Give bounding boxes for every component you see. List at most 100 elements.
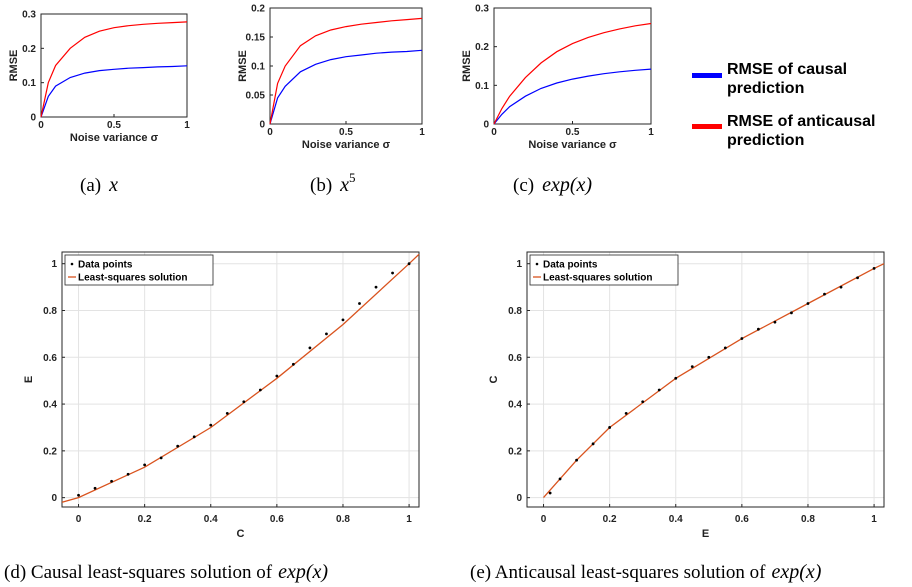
data-point — [723, 346, 727, 350]
x-tick-label: 1 — [871, 514, 877, 525]
x-tick-label: 0.2 — [603, 514, 617, 525]
data-point — [77, 493, 80, 497]
x-tick-label: 0.5 — [339, 127, 353, 138]
chart-c: 0 0.5 1 0 0.1 0.2 0.3 Noise variance σ RMSE — [461, 4, 654, 152]
legend-label-anticausal-1: RMSE of anticausal — [727, 113, 875, 130]
data-point — [690, 365, 694, 369]
chart-a: 0 0.5 1 0 0.1 0.2 0.3 Noise variance σ RMSE — [8, 10, 190, 145]
captions: (a) x (b) x5 (c) exp(x) (d) Causal least-sq… — [4, 170, 822, 583]
legend-label-data-points: Data points — [78, 260, 133, 271]
data-point — [740, 337, 744, 340]
legend-label-causal-2: prediction — [727, 80, 804, 97]
y-tick-label: 0.4 — [43, 400, 57, 411]
data-point — [641, 400, 645, 404]
legend-swatch-causal — [692, 73, 722, 78]
data-point — [358, 302, 361, 305]
least-squares-line — [61, 253, 420, 503]
caption-b: (b) x5 — [310, 170, 356, 196]
x-tick-label: 0.4 — [669, 514, 683, 525]
plot-frame — [40, 13, 188, 118]
data-point — [341, 318, 345, 322]
x-tick-label: 1 — [648, 127, 654, 138]
data-point — [143, 463, 147, 467]
data-point — [575, 458, 578, 462]
y-tick-label: 0.1 — [22, 78, 36, 89]
x-tick-label: 0.6 — [735, 514, 749, 525]
data-point — [325, 332, 328, 336]
y-tick-label: 0.3 — [475, 4, 489, 15]
caption-e: (e) Anticausal least-squares solution of… — [470, 561, 822, 583]
y-tick-label: 0.2 — [508, 446, 522, 457]
plot-frame — [269, 7, 423, 125]
data-point — [407, 262, 411, 266]
legend-label-data-points: Data points — [543, 260, 598, 271]
x-tick-label: 0.8 — [801, 514, 815, 525]
x-tick-label: 0 — [541, 514, 547, 525]
legend-label-least-squares: Least-squares solution — [78, 273, 187, 284]
y-axis-label: RMSE — [461, 50, 473, 82]
data-point — [856, 276, 859, 280]
chart-legend-box — [64, 254, 214, 286]
x-axis-label: Noise variance σ — [528, 139, 617, 151]
y-tick-label: 0 — [30, 113, 36, 124]
series-line-anticausal — [269, 17, 423, 125]
chart-legend-box — [529, 254, 679, 286]
data-point — [374, 285, 378, 289]
y-tick-label: 0.05 — [246, 91, 266, 102]
data-point — [624, 412, 628, 415]
plot-frame — [61, 251, 420, 508]
caption-d: (d) Causal least-squares solution of exp(… — [4, 561, 328, 583]
data-point — [192, 435, 196, 439]
x-tick-label: 0.5 — [566, 127, 580, 138]
x-tick-label: 1 — [406, 514, 412, 525]
y-tick-label: 0.2 — [475, 42, 489, 53]
data-point — [291, 362, 295, 366]
y-tick-label: 0.3 — [22, 10, 36, 21]
data-point — [209, 423, 213, 427]
x-axis-label: C — [237, 528, 245, 540]
data-point — [657, 388, 661, 392]
x-tick-label: 0 — [76, 514, 82, 525]
data-point — [159, 456, 163, 460]
y-tick-label: 0 — [51, 493, 57, 504]
x-tick-label: 0.2 — [138, 514, 152, 525]
x-tick-label: 1 — [419, 127, 425, 138]
x-tick-label: 0.4 — [204, 514, 218, 525]
data-point — [110, 479, 113, 483]
data-point — [608, 426, 612, 429]
data-point — [823, 292, 826, 296]
y-tick-label: 0.2 — [43, 446, 57, 457]
legend-label-anticausal-2: prediction — [727, 132, 804, 149]
series-line-anticausal — [40, 21, 188, 118]
legend-label-least-squares: Least-squares solution — [543, 273, 652, 284]
y-tick-label: 1 — [516, 259, 522, 270]
y-tick-label: 0.2 — [251, 4, 265, 15]
data-point — [756, 327, 760, 331]
chart-e: 0 0.2 0.4 0.6 0.8 1 0 0.2 0.4 0.6 0.8 1 E C Data point… — [488, 251, 885, 540]
caption-a: (a) x — [80, 174, 118, 196]
x-tick-label: 0.5 — [107, 120, 121, 131]
least-squares-line — [543, 263, 885, 499]
data-point — [225, 412, 229, 415]
x-axis-label: Noise variance σ — [302, 139, 391, 151]
x-tick-label: 0 — [267, 127, 273, 138]
y-tick-label: 1 — [51, 259, 57, 270]
data-point — [93, 486, 97, 490]
data-point — [806, 302, 810, 305]
data-point — [126, 472, 130, 476]
y-tick-label: 0.6 — [508, 353, 522, 364]
y-axis-label: RMSE — [237, 50, 249, 82]
series-line-causal — [40, 65, 188, 118]
plot-frame — [526, 251, 885, 508]
legend-swatch-anticausal — [692, 124, 722, 129]
series-line-causal — [493, 68, 652, 125]
y-tick-label: 0.2 — [22, 44, 36, 55]
x-tick-label: 0.8 — [336, 514, 350, 525]
x-tick-label: 1 — [184, 120, 190, 131]
y-tick-label: 0 — [483, 120, 489, 131]
plot-frame — [493, 7, 652, 125]
data-point — [242, 400, 246, 404]
y-tick-label: 0 — [516, 493, 522, 504]
data-point — [176, 444, 180, 448]
data-point — [258, 388, 262, 392]
